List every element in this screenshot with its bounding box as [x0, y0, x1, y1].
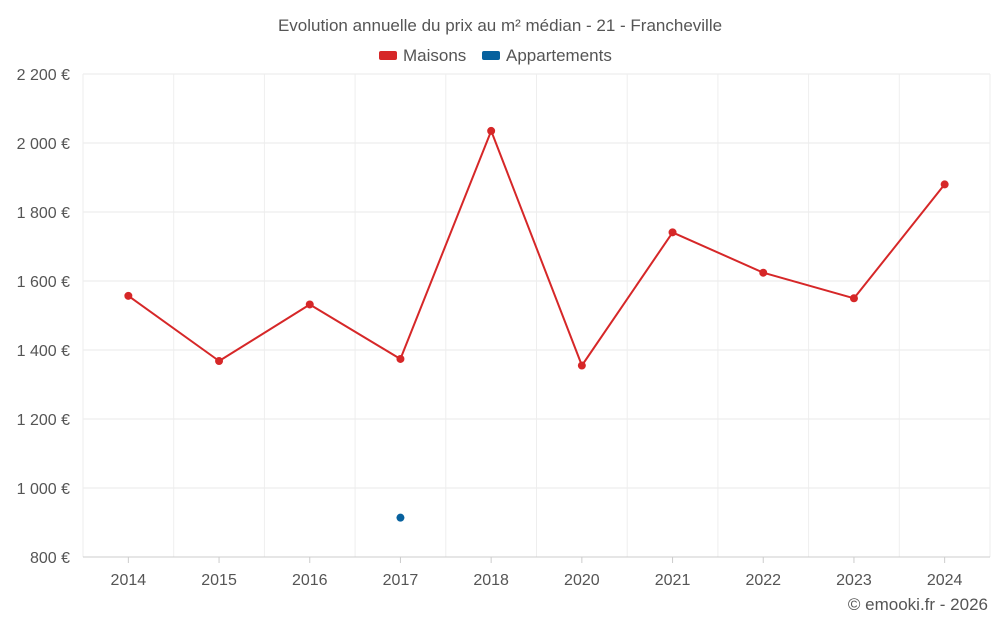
- y-tick-label: 1 000 €: [17, 481, 70, 498]
- data-point-maisons[interactable]: [305, 300, 314, 309]
- x-tick-label: 2021: [655, 572, 691, 589]
- x-tick-label: 2020: [564, 572, 600, 589]
- x-tick-label: 2018: [473, 572, 509, 589]
- legend-swatch-maisons: [379, 51, 397, 60]
- data-point-maisons[interactable]: [124, 291, 133, 300]
- data-point-appartements[interactable]: [396, 513, 405, 522]
- legend-item-appartements[interactable]: Appartements: [482, 46, 612, 65]
- credit-text: © emooki.fr - 2026: [848, 595, 988, 614]
- data-point-maisons[interactable]: [668, 228, 677, 237]
- y-tick-label: 2 200 €: [17, 67, 70, 84]
- series-layer: [124, 126, 949, 522]
- x-tick-label: 2016: [292, 572, 328, 589]
- chart-title: Evolution annuelle du prix au m² médian …: [278, 16, 722, 35]
- legend-label-maisons: Maisons: [403, 46, 466, 65]
- data-point-maisons[interactable]: [759, 268, 768, 277]
- y-tick-label: 1 600 €: [17, 274, 70, 291]
- y-tick-label: 2 000 €: [17, 136, 70, 153]
- x-tick-label: 2014: [111, 572, 147, 589]
- series-line-maisons: [127, 129, 946, 367]
- grid: [82, 73, 991, 558]
- x-tick-label: 2022: [745, 572, 781, 589]
- y-tick-label: 1 200 €: [17, 412, 70, 429]
- y-tick-label: 1 800 €: [17, 205, 70, 222]
- data-point-maisons[interactable]: [215, 357, 224, 366]
- legend-swatch-appartements: [482, 51, 500, 60]
- data-point-maisons[interactable]: [849, 294, 858, 303]
- y-tick-label: 1 400 €: [17, 343, 70, 360]
- x-tick-label: 2017: [383, 572, 419, 589]
- data-point-maisons[interactable]: [487, 126, 496, 135]
- data-point-maisons[interactable]: [577, 361, 586, 370]
- x-tick-label: 2024: [927, 572, 963, 589]
- data-point-maisons[interactable]: [396, 354, 405, 363]
- legend-label-appartements: Appartements: [506, 46, 612, 65]
- x-tick-label: 2015: [201, 572, 237, 589]
- axes: 800 € 1 000 € 1 200 € 1 400 € 1 600 € 1 800 €…: [17, 67, 990, 589]
- legend: Maisons Appartements: [379, 46, 612, 65]
- x-tick-label: 2023: [836, 572, 872, 589]
- legend-item-maisons[interactable]: Maisons: [379, 46, 466, 65]
- y-tick-label: 800 €: [30, 550, 70, 567]
- data-point-maisons[interactable]: [940, 180, 949, 189]
